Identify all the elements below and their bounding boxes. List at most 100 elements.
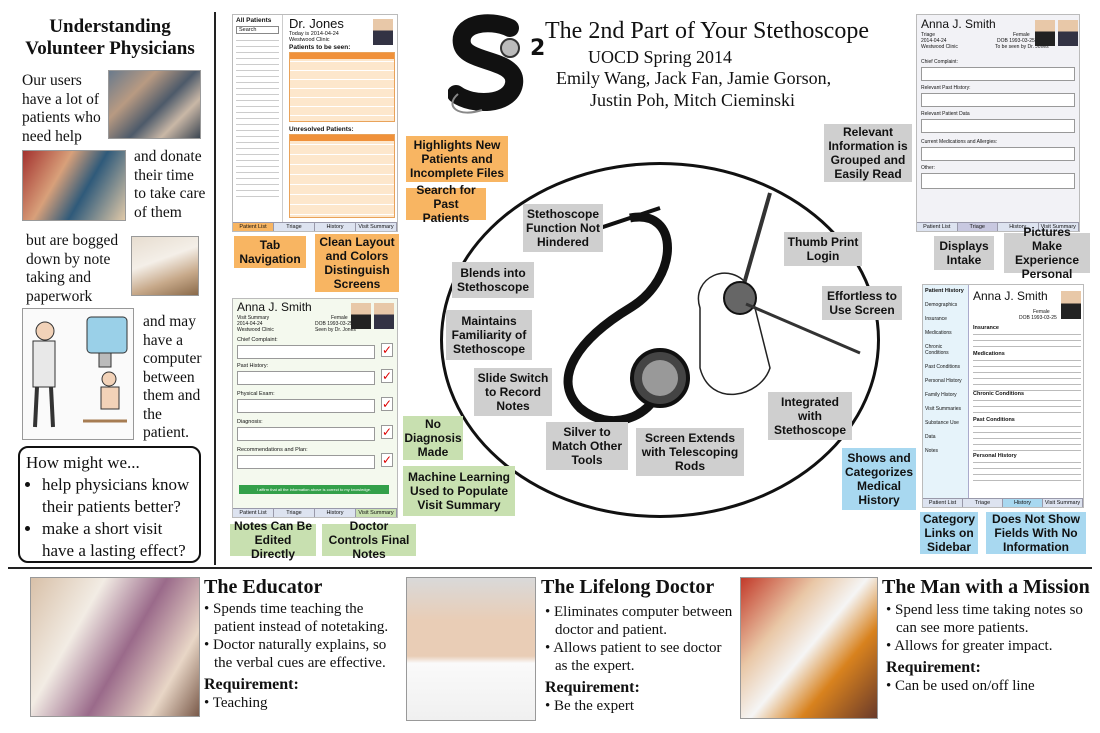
sidebar-link[interactable]: Notes [925,448,939,454]
sidebar-link[interactable]: Chronic Conditions [925,344,949,356]
callout-shows-history: Shows and Categorizes Medical History [842,448,916,510]
tab-history[interactable]: History [315,223,356,231]
mock3-clinic: Westwood Clinic [921,44,958,50]
tab-triage[interactable]: Triage [957,223,998,231]
sidebar-link[interactable]: Past Conditions [925,364,961,370]
mock2-field-input[interactable] [237,455,375,469]
mock1-sidebar-list [236,37,279,197]
tab-visit-summary[interactable]: Visit Summary [356,223,397,231]
callout-displays-intake: Displays Intake [934,236,994,270]
mock1-today: Today is 2014-04-24 [289,31,339,37]
left-divider [214,12,216,565]
sidebar-link[interactable]: Substance Use [925,420,959,426]
tab-triage[interactable]: Triage [274,509,315,517]
left-text-3: but are bogged down by note taking and p… [26,232,119,305]
sidebar-link[interactable]: Personal History [925,378,962,384]
mock3-name: Anna J. Smith [921,17,996,31]
mockup-history: Patient History Demographics Insurance M… [922,284,1084,508]
mock2-patient-avatar [351,303,371,329]
check-icon[interactable]: ✓ [381,425,393,439]
mock4-sidebar-title: Patient History [925,288,964,294]
mock3-field-input[interactable] [921,93,1075,107]
mock3-date: 2014-04-24 [921,38,947,44]
check-icon[interactable]: ✓ [381,397,393,411]
sidebar-link[interactable]: Visit Summaries [925,406,962,412]
mock4-section-title: Chronic Conditions [973,391,1025,397]
persona-3-req: Can be used on/off line [886,677,1092,695]
tab-triage[interactable]: Triage [274,223,315,231]
persona-2-bullet: Allows patient to see doctor as the expe… [545,639,735,675]
persona-1-req: Teaching [204,694,400,712]
tab-patient-list[interactable]: Patient List [917,223,958,231]
mock4-section-title: Past Conditions [973,417,1015,423]
mock3-field-label: Other: [921,165,935,171]
persona-1-bullet: Doctor naturally explains, so the verbal… [204,636,400,672]
mock2-field-label: Chief Complaint: [237,337,278,343]
tab-patient-list[interactable]: Patient List [923,499,963,507]
sidebar-link[interactable]: Medications [925,330,952,336]
mock2-field-input[interactable] [237,399,375,413]
left-title: Understanding Volunteer Physicians [25,16,195,59]
mock2-fields: Chief Complaint: ✓ Past History: ✓ Physica… [237,337,395,477]
paperwork-photo [131,236,199,296]
mock2-field-input[interactable] [237,371,375,385]
mock4-avatar [1061,291,1081,319]
tab-patient-list[interactable]: Patient List [233,509,274,517]
callout-slide-switch: Slide Switch to Record Notes [474,368,552,416]
mock1-tbs-label: Patients to be seen: [289,44,351,51]
tab-visit-summary[interactable]: Visit Summary [356,509,397,517]
mock2-seen: Seen by Dr. Jones [315,327,356,333]
callout-effortless: Effortless to Use Screen [822,286,902,320]
mock3-field-input[interactable] [921,67,1075,81]
callout-highlights: Highlights New Patients and Incomplete F… [406,136,508,182]
poster-title: The 2nd Part of Your Stethoscope [545,18,869,44]
callout-no-diagnosis: No Diagnosis Made [403,416,463,460]
mock3-field-input[interactable] [921,119,1075,133]
callout-integrated: Integrated with Stethoscope [768,392,852,440]
tab-history[interactable]: History [1003,499,1043,507]
mock2-field-input[interactable] [237,427,375,441]
mock3-dob: DOB 1993-03-25 [997,38,1035,44]
tab-patient-list[interactable]: Patient List [233,223,274,231]
callout-screen-extends: Screen Extends with Telescoping Rods [636,428,744,476]
hmw-title: How might we... [26,453,140,472]
mock3-field-input[interactable] [921,147,1075,161]
persona-2-req-label: Requirement: [545,679,640,696]
mock2-field-input[interactable] [237,345,375,359]
tab-triage[interactable]: Triage [963,499,1003,507]
persona-1-title: The Educator [204,576,323,598]
mock2-doctor-avatar [374,303,394,329]
mockup-visit-summary: Anna J. Smith Visit Summary 2014-04-24 W… [232,298,398,518]
tab-visit-summary[interactable]: Visit Summary [1043,499,1083,507]
mock3-doctor-avatar [1058,20,1078,46]
tab-history[interactable]: History [998,223,1039,231]
how-might-we-box: How might we... help physicians know the… [18,446,201,563]
mock2-gender: Female [331,315,348,321]
mock4-dob: DOB 1993-03-25 [1019,315,1057,321]
persona-2-title: The Lifelong Doctor [541,576,715,598]
mock2-confirm-button[interactable]: I affirm that all the information above … [239,485,389,494]
mock1-search-input[interactable]: Search [236,26,279,34]
mock3-field-label: Relevant Past History: [921,85,971,91]
callout-category-links: Category Links on Sidebar [920,512,978,554]
stethoscope-device-drawing [563,192,861,426]
check-icon[interactable]: ✓ [381,453,393,467]
check-icon[interactable]: ✓ [381,369,393,383]
mock3-seen: To be seen by Dr. Jones [995,44,1049,50]
poster-subtitle: UOCD Spring 2014 [587,47,732,67]
mock3-field-input[interactable] [921,173,1075,189]
sidebar-link[interactable]: Data [925,434,936,440]
mock1-tbs-table [289,52,395,122]
sidebar-link[interactable]: Demographics [925,302,958,308]
sidebar-link[interactable]: Insurance [925,316,947,322]
logo-superscript: 2 [530,36,546,61]
check-icon[interactable]: ✓ [381,343,393,357]
tab-visit-summary[interactable]: Visit Summary [1038,223,1079,231]
tab-history[interactable]: History [315,509,356,517]
persona-3-body: Spend less time taking notes so can see … [886,601,1092,695]
mockup-patient-list: All Patients Search Dr. Jones Today is 2… [232,14,398,232]
mock3-gender: Female [1013,32,1030,38]
sidebar-link[interactable]: Family History [925,392,957,398]
mock4-name: Anna J. Smith [973,289,1048,303]
mock1-doctor-name: Dr. Jones [289,16,344,31]
